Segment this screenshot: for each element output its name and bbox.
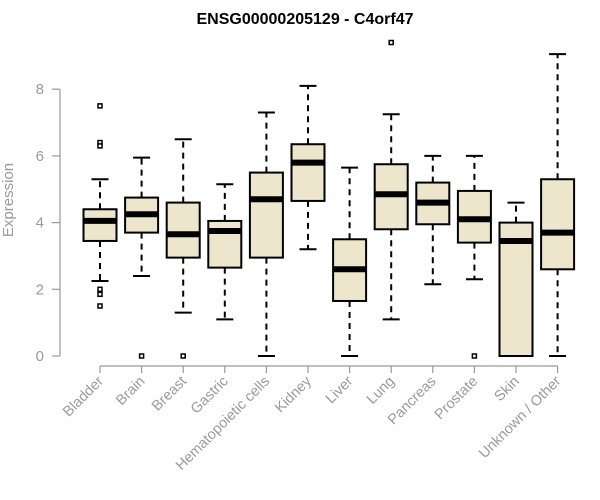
outlier-point bbox=[471, 353, 478, 359]
box-pancreas bbox=[415, 154, 451, 286]
box-breast bbox=[165, 138, 201, 359]
box-hematopoietic-cells bbox=[248, 111, 284, 357]
y-tick-label: 2 bbox=[36, 281, 44, 298]
box-series bbox=[82, 39, 576, 359]
y-tick-label: 0 bbox=[36, 348, 44, 365]
x-tick-label: Bladder bbox=[60, 373, 107, 420]
box-lung bbox=[373, 39, 409, 321]
box-bladder bbox=[82, 103, 118, 309]
box-gastric bbox=[207, 183, 243, 321]
x-tick-label: Brain bbox=[113, 374, 148, 409]
outlier-point bbox=[97, 103, 103, 109]
y-axis-label: Expression bbox=[0, 163, 17, 237]
outlier-point bbox=[97, 286, 103, 293]
x-tick-label: Skin bbox=[492, 374, 523, 405]
x-tick-label: Prostate bbox=[432, 374, 481, 423]
outlier-point bbox=[97, 303, 103, 309]
y-tick-label: 8 bbox=[36, 81, 44, 98]
y-tick-label: 6 bbox=[36, 148, 44, 165]
x-tick-label: Lung bbox=[364, 374, 398, 408]
iqr-box bbox=[207, 219, 243, 269]
x-tick-label: Breast bbox=[149, 374, 190, 415]
outlier-point bbox=[138, 353, 145, 359]
iqr-box bbox=[82, 208, 118, 242]
chart-title: ENSG00000205129 - C4orf47 bbox=[196, 11, 413, 28]
y-axis: 0 2 4 6 8 bbox=[36, 81, 61, 365]
outlier-point bbox=[97, 143, 103, 149]
iqr-box bbox=[248, 171, 284, 259]
iqr-box bbox=[498, 221, 534, 357]
iqr-box bbox=[165, 201, 201, 259]
outlier-point bbox=[97, 291, 103, 298]
iqr-box bbox=[540, 178, 576, 271]
outlier-point bbox=[180, 353, 186, 359]
x-tick-label: Kidney bbox=[272, 373, 315, 416]
box-kidney bbox=[290, 84, 326, 251]
box-brain bbox=[124, 156, 160, 359]
iqr-box bbox=[290, 143, 326, 202]
outlier-point bbox=[388, 39, 394, 46]
x-tick-label: Liver bbox=[323, 373, 357, 407]
box-prostate bbox=[456, 154, 492, 359]
box-skin bbox=[498, 201, 534, 357]
box-liver bbox=[332, 166, 368, 357]
box-unknown-other bbox=[540, 53, 576, 357]
y-tick-label: 4 bbox=[36, 215, 44, 232]
